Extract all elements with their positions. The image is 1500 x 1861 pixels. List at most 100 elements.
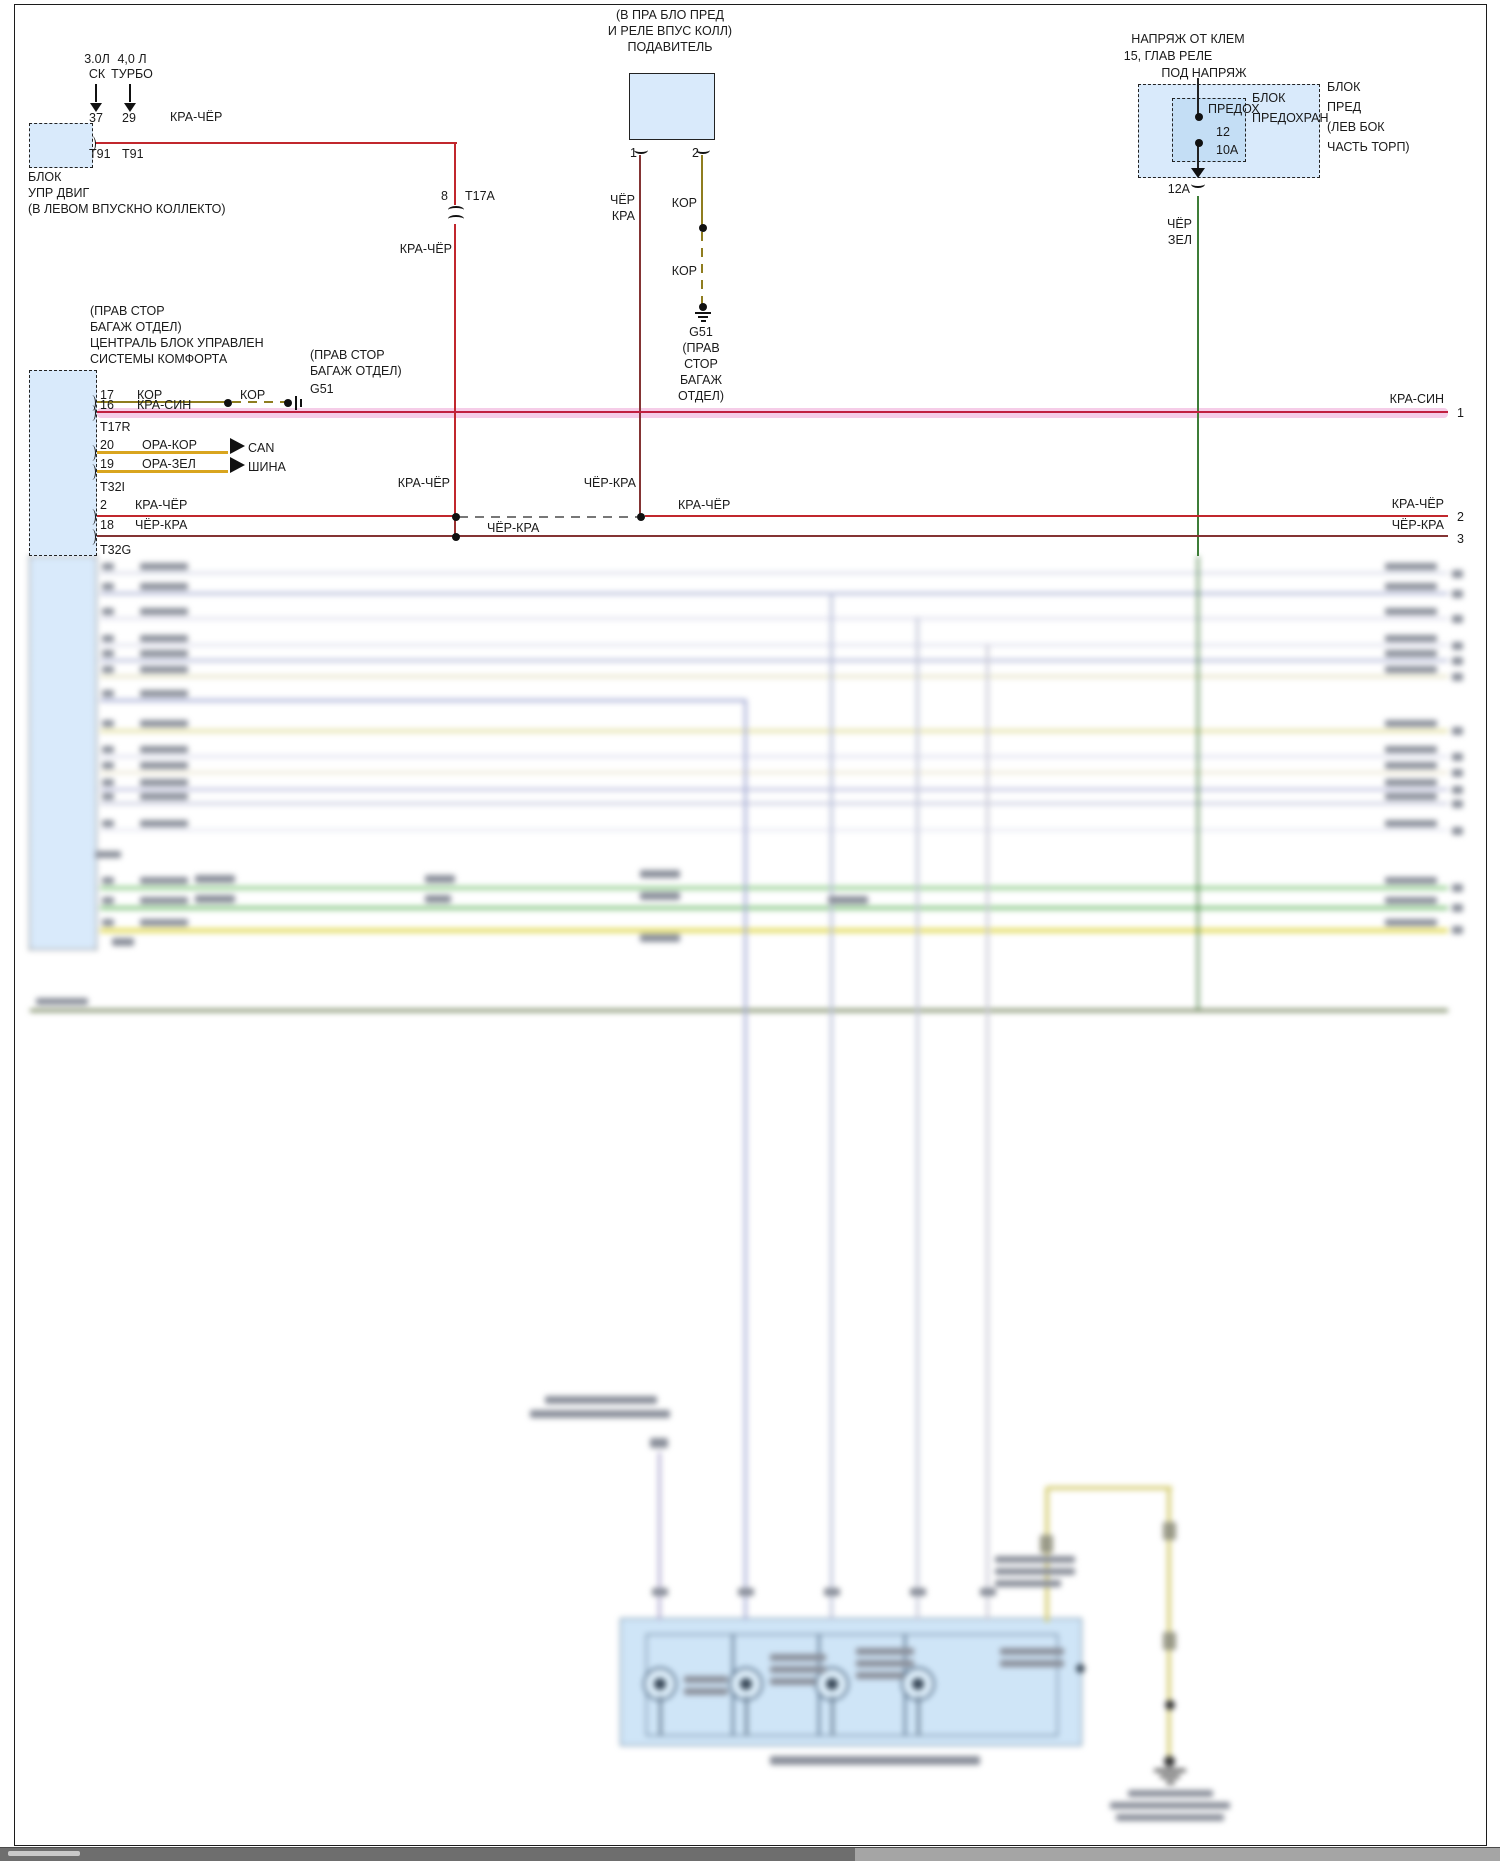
conn-t17a-pin: 8 [441,189,448,203]
fuse-feed-3: ПОД НАПРЯЖ [1161,66,1247,80]
blur-row-3 [100,644,1448,646]
wire-label-ora-zel: ОРА-ЗЕЛ [142,457,196,471]
wire-label-kra-cher-right: КРА-ЧЁР [678,498,731,512]
blur-row-name-5 [140,666,188,673]
blur-text-blob-29 [856,1672,904,1679]
blur-row-rnum-13 [1452,884,1463,892]
blur-text-blob-30 [1000,1648,1064,1655]
blur-text-blob-23 [684,1688,728,1695]
fuse-pin-12a: 12А [1167,182,1190,196]
blur-vert-2 [829,592,833,1620]
comfort-conn-t17r: T17R [100,420,131,434]
blur-row-pin-7 [102,720,114,727]
blur-vert-1 [743,699,747,1620]
fuse-number: 12 [1216,125,1230,139]
engine-variant-40b: ТУРБО [111,67,153,81]
fuse-feed-1: НАПРЯЖ ОТ КЛЕМ [1131,32,1245,46]
blur-row-name-13 [140,877,188,884]
blur-row-14 [100,906,1448,910]
blur-row-name-11 [140,793,188,800]
edge-num-3: 3 [1457,532,1464,546]
blur-row-pin-1 [102,583,114,590]
fuse-dot-bottom [1195,139,1203,147]
wire-vert-kor [700,155,704,228]
pin-arc-ecu [88,136,96,152]
blur-text-blob-42 [1128,1790,1213,1797]
blur-row-name-2 [140,608,188,615]
blur-row-rlabel-14 [1385,897,1437,904]
wire-label-kor-3: КОР [137,388,163,402]
conn-t17a: T17A [465,189,495,203]
blur-text-blob-36 [1163,1632,1176,1650]
pin-arc-16 [88,405,96,421]
relay-symbol-2-core [740,1678,752,1690]
blur-text-blob-6 [425,895,451,903]
blur-row-rlabel-4 [1385,650,1437,657]
suppressor-name: ПОДАВИТЕЛЬ [627,40,713,54]
blur-text-blob-3 [425,875,455,883]
pin-arc-18 [88,529,96,545]
g51-branch-loc-2: БАГАЖ ОТДЕЛ) [310,364,402,378]
relay-symbol-4-stem [916,1696,920,1736]
blur-row-pin-9 [102,762,114,769]
blur-row-name-10 [140,779,188,786]
blur-row-pin-4 [102,650,114,657]
blur-row-4 [100,659,1448,662]
wire-label-kra-cher-a: КРА-ЧЁР [397,476,450,490]
wire-stub-a [453,518,457,537]
wire-vert-a-1 [453,143,457,205]
blur-row-7 [100,729,1448,733]
blur-row-pin-11 [102,793,114,800]
blur-row-pin-3 [102,635,114,642]
blur-row-rlabel-5 [1385,666,1437,673]
junction-kor-1 [224,399,232,407]
blur-green-cont [1196,556,1200,1010]
blur-row-pin-6 [102,690,114,697]
comfort-pin-19: 19 [100,457,114,471]
junction-kor-supp [699,224,707,232]
blur-text-blob-4 [640,870,680,878]
blur-text-blob-35 [1163,1522,1176,1540]
ecu-conn-t91a: T91 [89,147,111,161]
can-bus-arrow [230,457,245,473]
can-arrow [230,438,245,454]
blur-row-name-15 [140,919,188,926]
g51-branch-name: G51 [310,382,334,396]
blur-text-blob-0 [36,998,88,1005]
comfort-pin-2: 2 [100,498,107,512]
blur-row-pin-12 [102,820,114,827]
wire-label-kor-4: КОР [240,388,266,402]
blur-row-15 [100,928,1448,933]
fusebox-name-3: (ЛЕВ БОК [1327,120,1385,134]
comfort-name-1: ЦЕНТРАЛЬ БЛОК УПРАВЛЕН [90,336,264,350]
page-border [14,4,1487,1846]
pin-arc-20 [88,445,96,461]
engine-variant-30b: СК [88,67,106,81]
wire-label-kra-cher-top: КРА-ЧЁР [170,110,223,124]
relay-symbol-3-stem [830,1696,834,1736]
blur-row-rnum-15 [1452,926,1463,934]
blur-text-blob-25 [770,1666,826,1673]
blur-row-rlabel-10 [1385,779,1437,786]
blur-text-blob-34 [1040,1535,1053,1553]
blur-yellow-v2 [1167,1487,1171,1762]
window-bottom-bar [0,1847,1500,1861]
blur-row-rnum-8 [1452,753,1463,761]
blur-text-blob-1 [95,851,121,858]
wire-label-kra-cher-vert: КРА-ЧЁР [399,242,452,256]
blur-row-name-4 [140,650,188,657]
ground-g51-loc-4: ОТДЕЛ) [677,389,725,403]
wire-vert-a-2 [453,224,457,518]
blur-row-rnum-4 [1452,657,1463,665]
blur-vert-3 [915,617,919,1620]
engine-ecu-box [29,123,93,168]
comfort-box-bottom [29,556,97,950]
blur-row-5 [100,675,1448,678]
blur-text-blob-38 [1164,1756,1175,1767]
ecu-name-3: (В ЛЕВОМ ВПУСКНО КОЛЛЕКТО) [28,202,226,216]
blur-row-rlabel-11 [1385,793,1437,800]
blur-row-11 [100,802,1448,805]
blur-row-8 [100,755,1448,758]
blur-text-blob-40 [1160,1775,1180,1778]
